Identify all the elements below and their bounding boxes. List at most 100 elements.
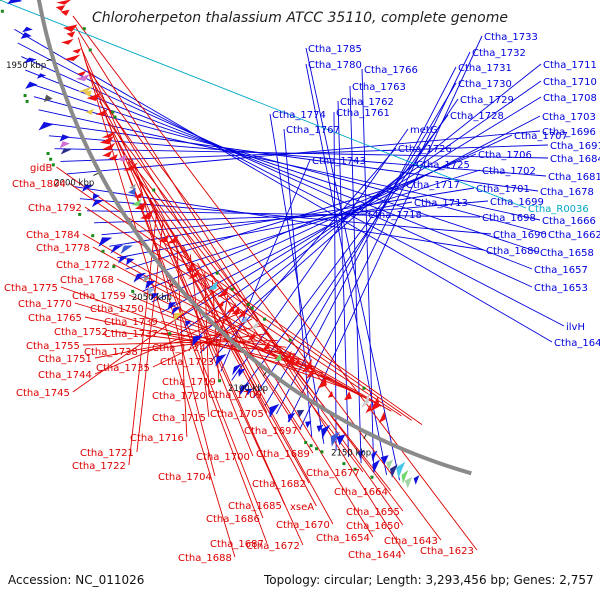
reverse-gene-label: Ctha_1716 [130, 433, 184, 444]
rna-gene-label-connector [0, 0, 527, 209]
reverse-gene-label: Ctha_1739 [104, 317, 158, 328]
forward-gene-label: Ctha_1653 [534, 283, 588, 294]
forward-gene-arrow [59, 141, 71, 149]
reverse-gene-label-connector [82, 233, 392, 412]
reverse-gene-label: Ctha_1664 [334, 487, 388, 498]
reverse-gene-arrow [76, 70, 87, 76]
reverse-gene-label: Ctha_1623 [420, 546, 474, 557]
reverse-gene-label: Ctha_1752 [54, 327, 108, 338]
forward-gene-arrow [150, 293, 160, 301]
reverse-gene-arrow [63, 54, 81, 61]
forward-gene-label: Ctha_1681 [548, 172, 600, 183]
forward-gene-arrow [395, 461, 406, 479]
reverse-gene-arrow [344, 391, 352, 401]
reverse-gene-label: Ctha_1721 [80, 448, 134, 459]
forward-gene-arrow [173, 312, 184, 322]
reverse-gene-label: Ctha_1689 [256, 449, 310, 460]
forward-gene-label: Ctha_1696 [542, 127, 596, 138]
forward-gene-label-connector [14, 29, 553, 343]
reverse-gene-arrow [63, 24, 78, 32]
forward-gene-arrow [147, 287, 155, 295]
genome-summary-text: Topology: circular; Length: 3,293,456 bp… [263, 573, 594, 587]
reverse-gene-label-connector [75, 26, 406, 555]
rna-marker [218, 379, 222, 383]
forward-gene-arrow [171, 306, 181, 316]
kbp-tick-label: 2000 kbp [54, 179, 94, 189]
reverse-gene-label: Ctha_1643 [384, 536, 438, 547]
forward-gene-label: Ctha_1711 [543, 60, 597, 71]
forward-gene-label: Ctha_1691 [550, 141, 600, 152]
forward-gene-arrow [245, 388, 253, 396]
reverse-gene-arrow [117, 154, 127, 163]
reverse-gene-arrow [378, 411, 386, 423]
label-connector-lines [0, 0, 565, 558]
reverse-gene-label-connector [99, 100, 334, 525]
rna-marker [88, 48, 92, 52]
forward-gene-label: Ctha_1743 [312, 156, 366, 167]
forward-gene-label-connector [210, 147, 397, 363]
reverse-gene-label: Ctha_1719 [162, 377, 216, 388]
forward-gene-label: Ctha_1646 [554, 338, 600, 349]
rna-marker [112, 265, 116, 269]
reverse-gene-label: Ctha_1687 [210, 539, 264, 550]
reverse-gene-label: Ctha_1744 [38, 370, 92, 381]
reverse-gene-label-connector [77, 37, 236, 558]
forward-gene-arrow [126, 258, 135, 266]
reverse-gene-label: Ctha_1715 [152, 413, 206, 424]
rna-marker [362, 386, 366, 390]
forward-gene-label: Ctha_1698 [482, 213, 536, 224]
reverse-gene-arrow [99, 135, 114, 145]
forward-gene-label-connector [33, 96, 547, 235]
forward-gene-arrow [20, 32, 32, 39]
forward-gene-label: Ctha_1684 [550, 154, 600, 165]
forward-gene-arrow [81, 184, 94, 192]
forward-gene-label: Ctha_1708 [543, 93, 597, 104]
forward-gene-label-connector [66, 130, 541, 175]
rna-marker [288, 338, 292, 342]
rna-gene-label: Ctha_R0036 [528, 204, 589, 215]
reverse-gene-label: Ctha_1677 [306, 468, 360, 479]
reverse-gene-label: Ctha_1650 [346, 521, 400, 532]
forward-gene-label: Ctha_1666 [542, 216, 596, 227]
rna-marker [314, 447, 318, 451]
reverse-gene-arrow [217, 285, 229, 298]
forward-gene-label: ilvH [566, 322, 585, 333]
forward-gene-label: Ctha_1731 [458, 63, 512, 74]
reverse-gene-arrow [305, 365, 316, 380]
forward-gene-arrow [7, 0, 23, 5]
forward-gene-label: Ctha_1766 [364, 65, 418, 76]
reverse-gene-arrow [101, 130, 116, 138]
forward-gene-label: Ctha_1785 [308, 44, 362, 55]
forward-gene-arrow [305, 421, 312, 428]
forward-gene-label: Ctha_1767 [286, 125, 340, 136]
forward-gene-label: Ctha_1763 [352, 82, 406, 93]
forward-gene-label-connector [305, 47, 400, 481]
forward-gene-arrow [413, 474, 420, 485]
reverse-gene-label: Ctha_1768 [60, 275, 114, 286]
reverse-gene-arrow [284, 350, 292, 361]
rna-marker [370, 475, 374, 479]
forward-gene-arrow [98, 237, 113, 247]
reverse-gene-arrow [72, 48, 82, 54]
reverse-gene-arrow [85, 108, 94, 115]
forward-gene-label-connector [264, 82, 457, 407]
reverse-gene-label: Ctha_1778 [36, 243, 90, 254]
reverse-gene-label: Ctha_1720 [152, 391, 206, 402]
reverse-gene-arrow [274, 353, 282, 362]
reverse-gene-label-connector [80, 48, 304, 546]
reverse-gene-arrow [131, 198, 142, 207]
forward-gene-label-connector [333, 111, 337, 451]
forward-gene-arrow [59, 134, 70, 142]
forward-gene-arrow [358, 449, 365, 459]
reverse-gene-label: Ctha_1700 [196, 452, 250, 463]
reverse-gene-arrow [134, 201, 147, 210]
reverse-gene-arrow [84, 90, 92, 98]
rna-marker [78, 212, 82, 216]
reverse-gene-arrow [61, 38, 74, 45]
reverse-gene-label: Ctha_1772 [56, 260, 110, 271]
forward-gene-arrow [60, 148, 72, 155]
reverse-gene-arrow [55, 5, 66, 12]
forward-gene-label: Ctha_1706 [478, 150, 532, 161]
forward-gene-arrow [336, 434, 346, 446]
